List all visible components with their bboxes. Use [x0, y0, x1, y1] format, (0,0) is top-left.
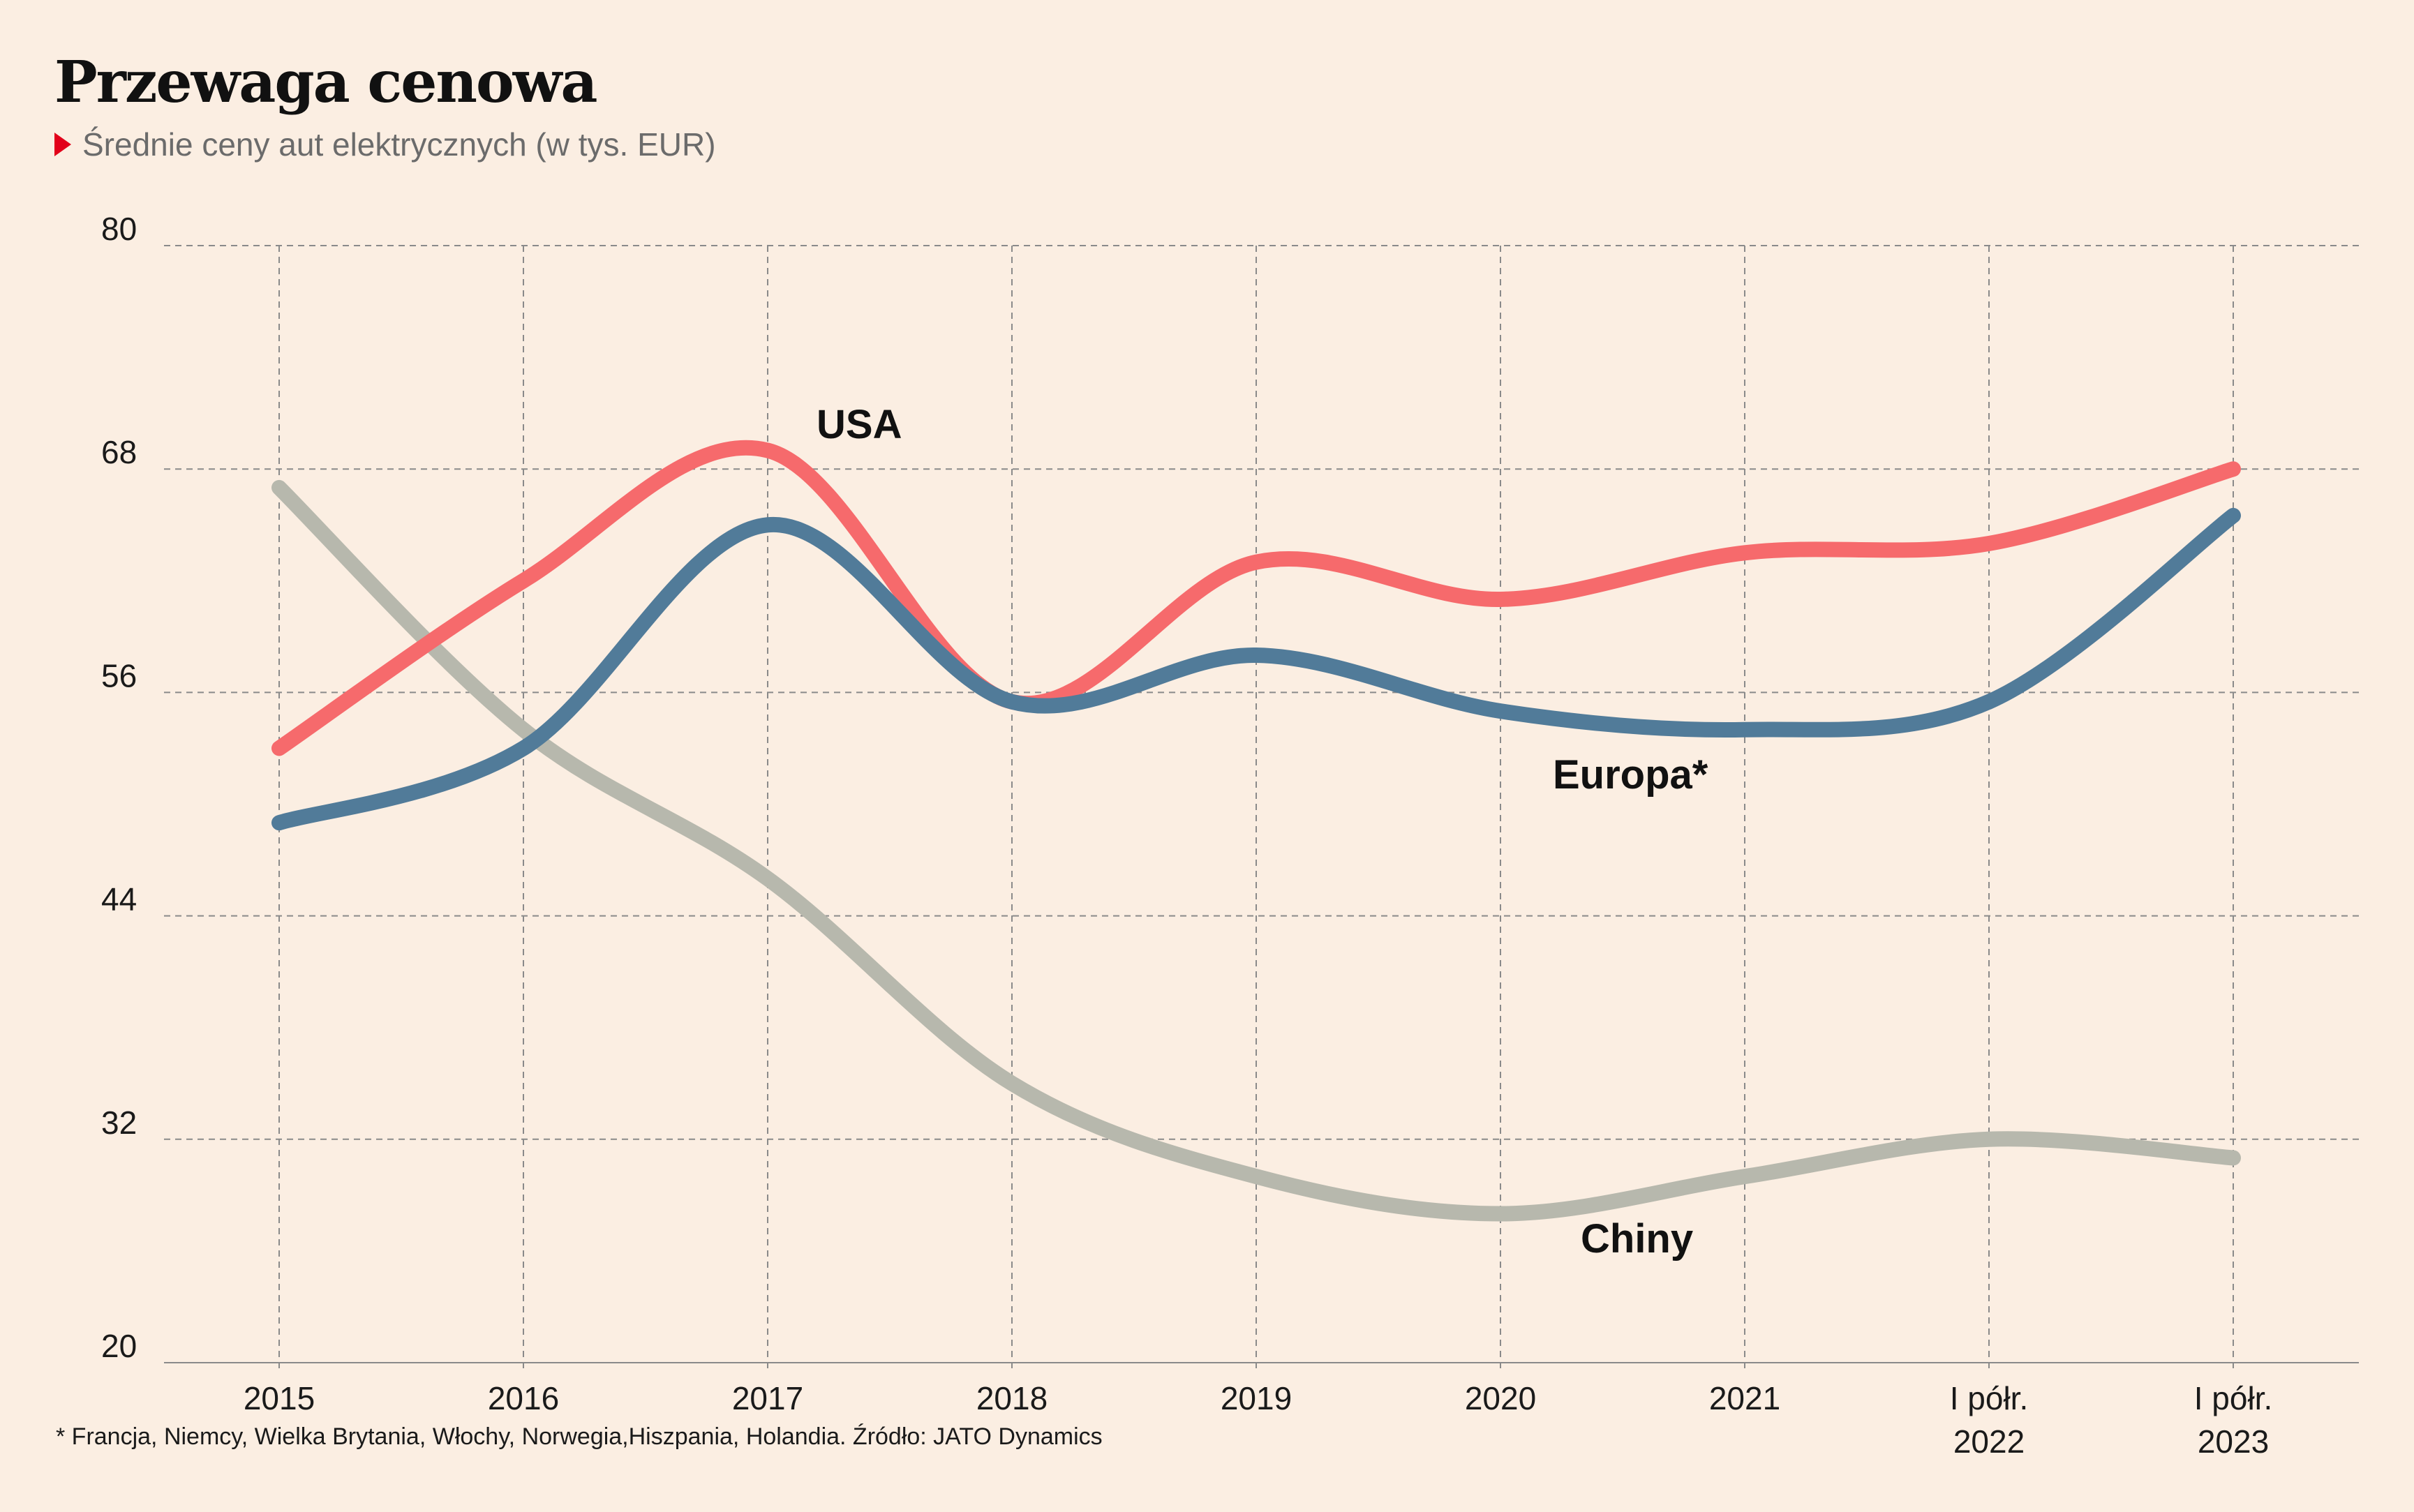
series-labels: USA Europa* Chiny: [817, 402, 1708, 1262]
y-tick-label: 68: [101, 434, 137, 470]
y-tick-label: 20: [101, 1328, 137, 1364]
y-tick-label: 44: [101, 881, 137, 918]
chart-title: Przewaga cenowa: [54, 49, 597, 116]
x-tick-label: 2016: [488, 1380, 559, 1416]
chart-lines: [271, 440, 2241, 1222]
x-tick-label: 2018: [976, 1380, 1048, 1416]
triangle-marker-icon: [54, 133, 71, 156]
y-axis-ticks: 20 32 44 56 68 80: [101, 211, 137, 1364]
series-line-europa: [271, 507, 2241, 831]
x-tick-label: 2020: [1465, 1380, 1536, 1416]
y-tick-label: 56: [101, 657, 137, 694]
chart-subtitle: Średnie ceny aut elektrycznych (w tys. E…: [54, 126, 716, 163]
footnote: * Francja, Niemcy, Wielka Brytania, Włoc…: [56, 1423, 1103, 1450]
chart-grid: [164, 245, 2359, 1372]
subtitle-text: Średnie ceny aut elektrycznych (w tys. E…: [82, 126, 716, 163]
series-line-usa: [271, 440, 2241, 756]
series-label-europa: Europa*: [1553, 752, 1708, 798]
x-tick-label: 2021: [1709, 1380, 1780, 1416]
y-tick-label: 80: [101, 211, 137, 247]
x-tick-label: 2015: [244, 1380, 315, 1416]
series-label-chiny: Chiny: [1581, 1216, 1693, 1262]
x-tick-label: 2019: [1221, 1380, 1292, 1416]
y-tick-label: 32: [101, 1105, 137, 1141]
series-line-chiny: [271, 479, 2241, 1222]
x-tick-label: I półr. 2022: [1950, 1380, 2029, 1460]
x-tick-label: I półr. 2023: [2194, 1380, 2273, 1460]
x-axis-ticks: 2015 2016 2017 2018 2019 2020 2021 I półr. 2022 I…: [244, 1380, 2272, 1460]
series-label-usa: USA: [817, 402, 902, 447]
x-tick-label: 2017: [732, 1380, 803, 1416]
